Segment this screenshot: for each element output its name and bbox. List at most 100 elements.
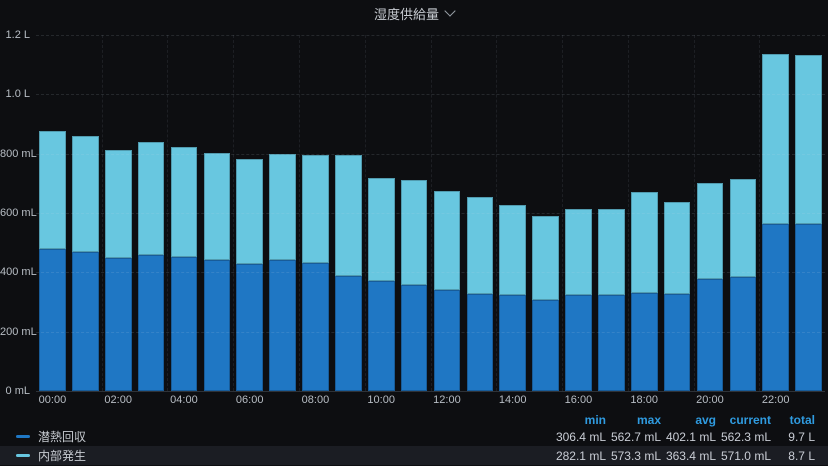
bar-slot [102,35,135,391]
bar-segment-top [335,155,362,276]
x-tick-label: 20:00 [696,394,724,406]
bar-segment-bottom [236,264,263,391]
stacked-bar [137,35,165,391]
bar-slot [726,35,759,391]
bar-segment-bottom [532,300,559,391]
bar-segment-bottom [433,290,461,391]
bar-slot [36,35,69,391]
bar-segment-top [466,196,494,295]
bar-segment-bottom [663,294,691,391]
chevron-down-icon[interactable] [444,5,456,17]
stacked-bar [302,35,329,391]
y-tick-label: 0 mL [5,385,30,397]
bar-slot [463,35,496,391]
bar-segment-top [236,159,263,265]
gridline-vertical [233,35,235,391]
legend-label-cell[interactable]: 潜熱回収 [0,428,551,445]
bar-segment-bottom [630,292,658,391]
stats-header-max[interactable]: max [636,412,661,427]
legend-dash [16,435,30,438]
panel-header[interactable]: 湿度供給量 [0,0,828,26]
gridline-vertical [298,35,300,391]
bar-segment-bottom [565,295,592,391]
series-name[interactable]: 潜熱回収 [38,430,87,444]
legend-row-internal-generation[interactable]: 内部発生 282.1 mL 573.3 mL 363.4 mL 571.0 mL… [0,446,828,465]
bar-segment-bottom [269,260,296,391]
stat-avg: 363.4 mL [665,448,716,463]
bar-slot [69,35,102,391]
bar-segment-top [269,153,296,261]
stats-header-current[interactable]: current [729,412,771,427]
bar-segment-bottom [762,224,789,391]
stats-header-min[interactable]: min [584,412,606,427]
series-name[interactable]: 内部発生 [38,449,87,463]
stats-header-total[interactable]: total [789,412,815,427]
x-tick-label: 14:00 [498,394,527,406]
bar-segment-bottom [203,259,231,391]
stacked-bar [170,35,198,391]
gridline-vertical [496,35,498,391]
x-tick-label: 02:00 [104,394,132,406]
gridline-vertical [759,35,761,391]
bar-segment-top [795,54,822,225]
bar-segment-top [729,179,757,277]
stat-avg: 402.1 mL [665,429,716,444]
bar-slot [299,35,332,391]
legend-row-latent-heat-recovery[interactable]: 潜熱回収 306.4 mL 562.7 mL 402.1 mL 562.3 mL… [0,427,828,446]
stacked-bar [269,35,296,391]
bar-segment-top [367,178,395,282]
stat-total: 9.7 L [788,429,815,444]
stacked-bar [795,35,822,391]
x-tick-label: 00:00 [38,394,67,406]
stats-header-avg[interactable]: avg [695,412,716,427]
bar-segment-bottom [137,254,165,391]
bar-segment-bottom [729,276,757,391]
stat-current: 571.0 mL [720,448,771,463]
bar-slot [759,35,792,391]
y-tick-label: 600 mL [0,207,37,219]
stacked-bar [400,35,428,391]
stacked-bar [565,35,592,391]
bar-slot [694,35,727,391]
stat-min: 306.4 mL [555,429,606,444]
bar-segment-bottom [104,257,132,391]
x-tick-label: 16:00 [564,394,593,406]
bar-segment-top [433,191,461,291]
x-tick-label: 06:00 [235,394,264,406]
x-axis-line [36,391,825,392]
x-tick-label: 22:00 [761,394,790,406]
y-axis: 0 mL 200 mL 400 mL 600 mL 800 mL 1.0 L 1.2 L [0,29,37,397]
gridline-horizontal [36,213,825,214]
stacked-bar [762,35,789,391]
bar-series-container [36,35,825,391]
bar-segment-bottom [72,252,99,391]
bar-segment-bottom [335,275,362,391]
bar-slot [628,35,661,391]
bar-segment-top [663,202,691,295]
stacked-bar [663,35,691,391]
bar-segment-top [532,216,559,301]
gridline-horizontal [36,94,825,96]
x-tick-label: 18:00 [630,394,658,406]
panel-title: 湿度供給量 [373,6,439,22]
plot-area[interactable] [36,35,825,392]
stat-min: 282.1 mL [555,448,606,463]
bar-slot [168,35,201,391]
bar-segment-bottom [499,294,526,391]
gridline-horizontal [36,272,825,274]
legend-label-cell[interactable]: 内部発生 [0,447,551,464]
bar-segment-top [499,205,526,295]
bar-slot [661,35,694,391]
bar-slot [266,35,299,391]
gridline-vertical [101,35,103,391]
legend-stats-table: min max avg current total 潜熱回収 306.4 mL … [0,412,828,465]
stacked-bar [466,35,494,391]
stacked-bar [203,35,231,391]
stacked-bar [729,35,757,391]
y-tick-label: 800 mL [0,147,37,160]
stacked-bar [532,35,559,391]
y-tick-label: 400 mL [0,266,37,279]
gridline-horizontal [36,35,825,36]
bar-segment-top [762,54,789,225]
bar-segment-bottom [39,249,66,391]
